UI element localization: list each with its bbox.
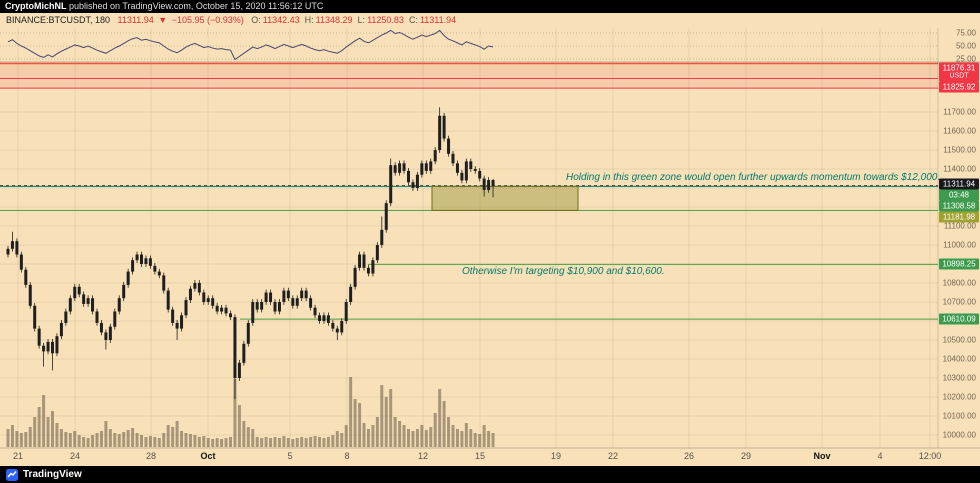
candlestick-series	[6, 107, 495, 399]
price-axis-badge: 11311.94	[939, 178, 979, 190]
time-axis-label: 4	[877, 451, 883, 461]
tradingview-brand[interactable]: TradingView	[23, 469, 82, 480]
price-axis-label: 11100.00	[943, 221, 976, 231]
time-axis-label: 29	[740, 451, 752, 461]
price-axis-label: 10700.00	[942, 297, 976, 307]
time-axis-label: 22	[607, 451, 619, 461]
price-axis-label: 75.00	[955, 28, 976, 38]
time-axis-label: 12:00	[918, 451, 942, 461]
ohlc-label: H:	[304, 15, 314, 25]
price-change: −105.95 (−0.93%)	[171, 15, 244, 25]
price-axis-badge: 11308.58	[939, 200, 979, 212]
ohlc-values: O: 11342.43 H: 11348.29 L: 11250.83 C: 11311.94	[246, 15, 456, 25]
time-axis-label: 19	[550, 451, 562, 461]
time-axis-label: Oct	[200, 451, 216, 461]
ohlc-value: 11250.83	[367, 15, 404, 25]
ohlc-label: C:	[408, 15, 418, 25]
time-axis-label: 26	[683, 451, 695, 461]
green-support-zone	[431, 185, 579, 211]
badge-currency-label: USDT	[949, 72, 969, 80]
gridlines	[0, 28, 980, 449]
time-axis-label: 21	[12, 451, 24, 461]
annotation-lower: Otherwise I'm targeting $10,900 and $10,…	[462, 266, 665, 277]
price-axis-label: 50.00	[955, 41, 976, 51]
price-axis-label: 11700.00	[943, 107, 976, 117]
author-name: CryptoMichNL	[5, 1, 67, 11]
time-axis-label: 12	[417, 451, 429, 461]
red-resistance-zone	[0, 62, 938, 89]
price-axis-label: 11600.00	[943, 126, 976, 136]
tradingview-logo[interactable]	[6, 468, 18, 481]
price-axis-label: 11000.00	[943, 240, 976, 250]
ohlc-value: 11342.43	[262, 15, 300, 25]
price-axis-label: 10400.00	[942, 354, 976, 364]
symbol-info-bar: BINANCE:BTCUSDT, 180 11311.94 ▼ −105.95 …	[6, 15, 456, 26]
price-axis-label: 10100.00	[942, 411, 976, 421]
last-price: 11311.94	[117, 15, 154, 25]
price-axis-badge: 03:48	[939, 189, 979, 201]
ohlc-label: O:	[251, 15, 261, 25]
time-axis[interactable]: 21 24 28 Oct 5 8 12 15 19 22 26 29 Nov 4 12:00	[0, 449, 941, 465]
symbol-title: BINANCE:BTCUSDT, 180	[6, 15, 111, 25]
price-axis-badge: 11181.98	[939, 211, 979, 223]
price-axis-badge: 10898.25	[939, 258, 979, 270]
price-axis-label: 10200.00	[942, 392, 976, 402]
price-axis-label: 10800.00	[942, 278, 976, 288]
price-axis-label: 25.00	[955, 54, 976, 64]
ohlc-value: 11311.94	[419, 15, 457, 25]
time-axis-label: 8	[344, 451, 350, 461]
time-axis-label: 15	[474, 451, 486, 461]
footer-bar: TradingView	[0, 466, 980, 483]
ohlc-label: L:	[357, 15, 366, 25]
volume-series	[6, 377, 495, 447]
ohlc-value: 11348.29	[315, 15, 353, 25]
time-axis-label: Nov	[813, 451, 831, 461]
price-axis-badge: 10610.09	[939, 313, 979, 325]
price-axis-label: 11500.00	[943, 145, 976, 155]
price-axis-label: 10300.00	[942, 373, 976, 383]
annotation-upper: Holding in this green zone would open fu…	[566, 172, 941, 183]
direction-arrow-icon: ▼	[158, 15, 168, 25]
attribution-bar: CryptoMichNL published on TradingView.co…	[0, 0, 980, 13]
price-axis-badge: 11825.92	[939, 81, 979, 93]
price-axis-label: 11400.00	[943, 164, 976, 174]
oscillator-line	[7, 29, 494, 61]
time-axis-label: 5	[287, 451, 293, 461]
time-axis-label: 24	[69, 451, 81, 461]
publish-info: published on TradingView.com, October 15…	[66, 1, 324, 11]
price-axis-badge: 11876.31 USDT	[939, 62, 979, 82]
price-axis[interactable]: 75.00 50.00 25.00 11700.00 11600.00 11500.00 1…	[938, 0, 980, 466]
time-axis-label: 28	[145, 451, 157, 461]
price-axis-label: 10000.00	[942, 430, 976, 440]
price-axis-label: 10500.00	[942, 335, 976, 345]
